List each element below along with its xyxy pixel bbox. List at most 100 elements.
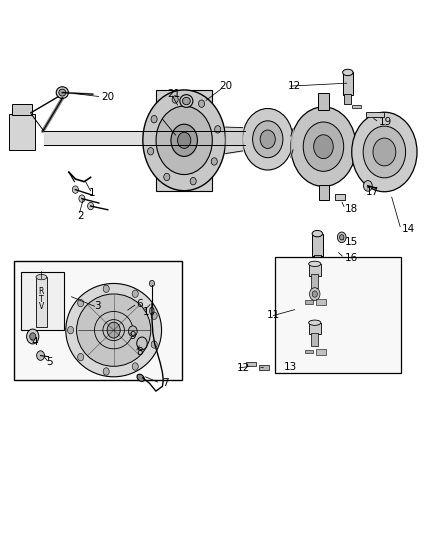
Text: 10: 10 [143,306,156,317]
Circle shape [243,109,293,170]
Circle shape [79,195,85,203]
Circle shape [137,337,147,350]
Bar [259,365,268,370]
Text: 17: 17 [366,187,379,197]
Text: 13: 13 [284,362,297,372]
Circle shape [88,203,94,210]
Text: 5: 5 [46,357,53,367]
Circle shape [30,333,36,340]
Text: 7: 7 [162,378,169,388]
Bar [309,264,321,276]
Bar [305,301,313,304]
Ellipse shape [36,274,47,280]
Circle shape [132,363,138,370]
Circle shape [312,291,318,297]
Ellipse shape [137,374,144,382]
Text: R: R [39,287,44,296]
Bar [275,257,401,373]
Circle shape [156,106,212,175]
Text: 20: 20 [102,92,115,102]
Circle shape [107,322,120,338]
Bar [14,261,182,381]
Circle shape [148,148,154,155]
Text: 18: 18 [345,204,358,214]
Circle shape [149,280,155,287]
Ellipse shape [183,98,190,104]
Bar [343,72,353,95]
Circle shape [72,186,78,193]
Circle shape [78,353,84,361]
Circle shape [151,116,157,123]
Ellipse shape [77,294,151,366]
Text: T: T [39,295,44,304]
Bar [352,106,361,109]
Circle shape [198,100,205,107]
Text: 15: 15 [345,237,358,247]
Circle shape [177,132,191,148]
Text: 2: 2 [78,211,84,221]
Bar [311,274,318,288]
Circle shape [151,341,157,348]
Ellipse shape [309,320,321,325]
Circle shape [103,368,109,375]
Bar [305,350,313,353]
Circle shape [37,351,45,360]
Circle shape [260,130,276,149]
Text: 4: 4 [31,337,38,347]
Bar [318,93,329,110]
Bar [156,90,212,191]
Circle shape [211,158,217,165]
Bar [246,362,256,366]
Circle shape [27,329,39,344]
Text: 1: 1 [88,188,95,198]
Circle shape [171,124,198,156]
Bar [366,112,385,117]
Circle shape [339,235,344,240]
Bar [36,277,47,327]
Circle shape [67,326,74,334]
Bar [344,94,351,104]
Circle shape [363,126,406,178]
Bar [314,255,321,263]
Ellipse shape [56,87,68,99]
Circle shape [143,90,226,191]
Circle shape [164,173,170,181]
Circle shape [78,300,84,307]
Ellipse shape [66,284,162,377]
Ellipse shape [59,89,66,96]
Text: 19: 19 [379,117,392,127]
Bar [335,194,345,200]
Text: 6: 6 [136,298,143,309]
Bar [319,185,328,200]
Circle shape [303,122,344,171]
Circle shape [373,138,396,166]
Bar [21,272,64,330]
Bar [9,114,35,150]
Ellipse shape [180,95,193,107]
Bar [317,300,326,305]
Circle shape [291,107,356,187]
Bar [312,233,322,256]
Text: 12: 12 [288,81,301,91]
Ellipse shape [309,261,321,266]
Text: 9: 9 [130,332,136,342]
Circle shape [337,232,346,243]
Text: 20: 20 [219,81,232,91]
Bar [12,104,32,115]
Circle shape [310,288,320,301]
Text: 11: 11 [267,310,280,320]
Ellipse shape [312,230,322,237]
Circle shape [151,312,157,319]
Circle shape [190,177,196,185]
Circle shape [314,135,333,159]
Circle shape [364,181,372,191]
Ellipse shape [343,69,353,76]
Circle shape [215,126,221,133]
Circle shape [132,290,138,297]
Circle shape [352,112,417,192]
Circle shape [253,121,283,158]
Text: 3: 3 [94,301,100,311]
Circle shape [128,326,137,336]
Circle shape [172,96,178,103]
Bar [309,322,321,334]
